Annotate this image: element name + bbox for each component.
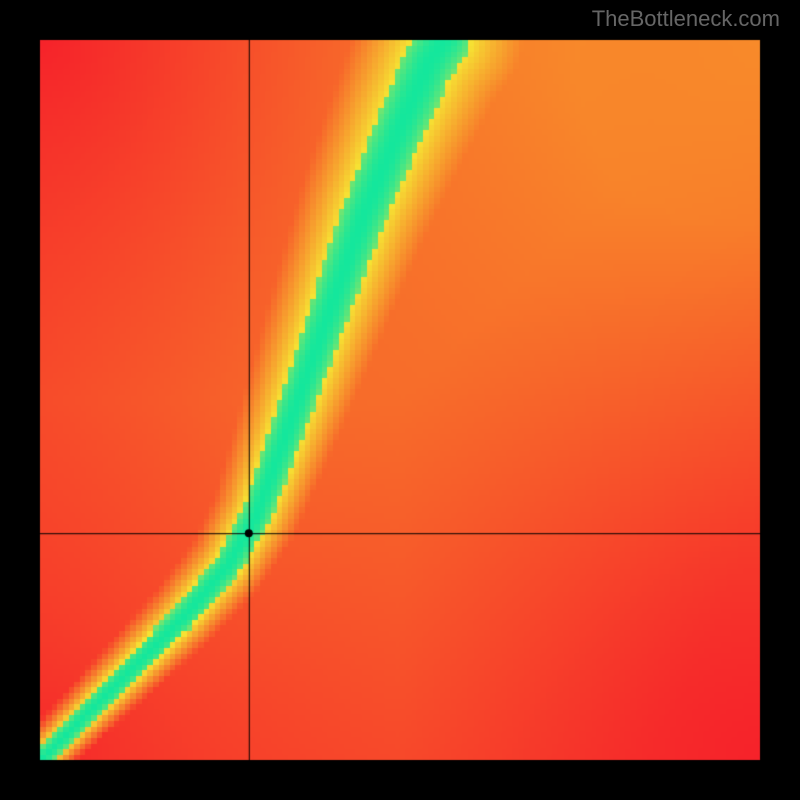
bottleneck-heatmap bbox=[0, 0, 800, 800]
watermark-text: TheBottleneck.com bbox=[592, 6, 780, 32]
